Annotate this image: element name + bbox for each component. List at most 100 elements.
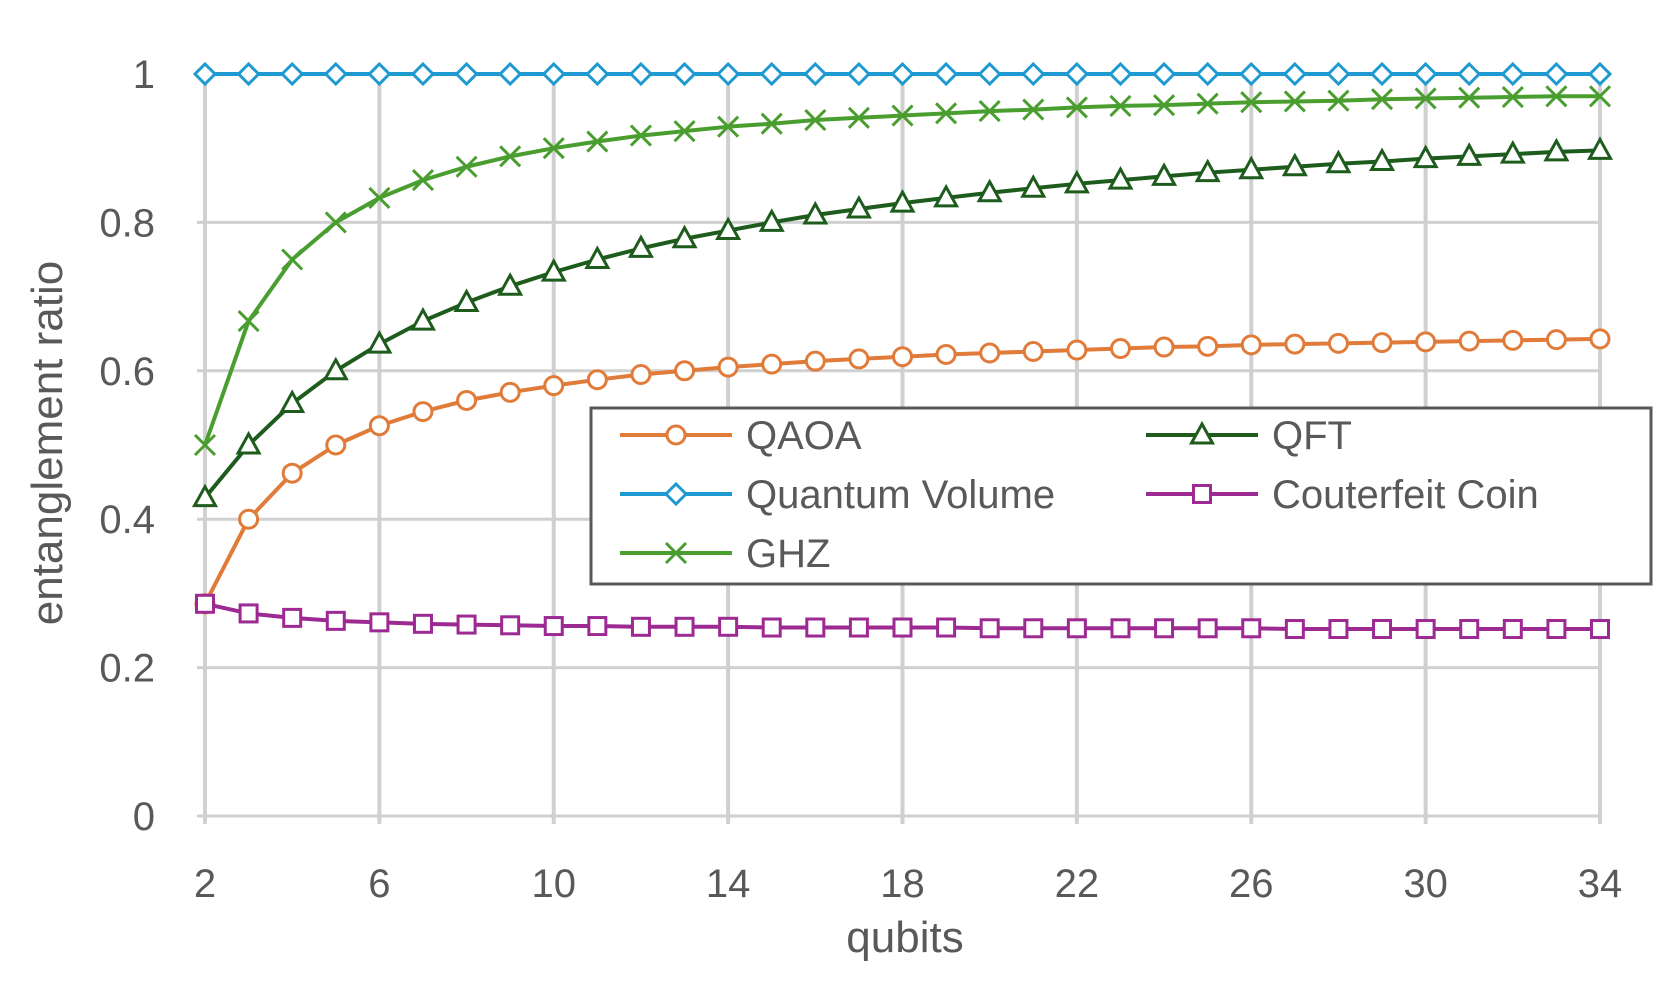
data-point (500, 615, 521, 636)
data-point (805, 617, 826, 638)
x-tick-label: 34 (1578, 862, 1623, 906)
data-point (758, 208, 785, 232)
data-point (1110, 618, 1131, 639)
data-point (848, 348, 870, 370)
data-point (499, 145, 522, 168)
data-point (760, 112, 783, 135)
data-point (802, 200, 829, 225)
data-point (499, 381, 521, 403)
data-point (456, 614, 477, 635)
x-axis-title: qubits (846, 913, 963, 962)
data-point (325, 434, 347, 456)
data-point (628, 61, 654, 87)
data-point (890, 61, 915, 87)
data-point (281, 462, 303, 484)
data-point (715, 216, 742, 241)
x-tick-label: 6 (368, 862, 390, 906)
data-point (1415, 619, 1436, 640)
data-point (1499, 140, 1526, 164)
data-point (892, 346, 913, 368)
data-point (1241, 618, 1262, 639)
data-point (717, 356, 739, 378)
data-point (1370, 88, 1394, 111)
data-point (1195, 61, 1220, 87)
data-point (1154, 618, 1175, 639)
data-point (1109, 94, 1132, 117)
data-point (195, 593, 215, 614)
data-point (933, 183, 960, 208)
legend-label: Couterfeit Coin (1272, 473, 1539, 517)
data-point (1328, 619, 1349, 640)
data-point (412, 401, 434, 423)
data-point (456, 389, 478, 411)
legend-marker (665, 424, 687, 446)
data-point (497, 272, 524, 296)
data-point (1501, 85, 1524, 109)
data-point (1197, 618, 1218, 639)
data-point (804, 108, 827, 132)
data-point (889, 189, 916, 213)
legend-label: GHZ (746, 532, 830, 576)
data-point (453, 288, 480, 313)
data-point (238, 603, 259, 624)
data-point (1458, 330, 1480, 352)
data-point (367, 61, 392, 87)
data-point (586, 130, 609, 153)
data-point (1109, 338, 1131, 360)
data-point (977, 61, 1002, 87)
data-point (630, 364, 652, 386)
data-point (586, 369, 608, 391)
data-point (1240, 334, 1262, 356)
data-point (323, 61, 348, 87)
data-point (369, 612, 390, 633)
data-point (1589, 328, 1611, 350)
legend-marker (1192, 484, 1212, 504)
legend-label: QAOA (746, 414, 862, 458)
data-point (368, 186, 391, 209)
data-point (1153, 336, 1175, 358)
data-point (280, 61, 305, 87)
x-tick-label: 18 (880, 862, 925, 906)
y-tick-label: 1 (133, 53, 155, 97)
data-point (1459, 619, 1480, 640)
series-couterfeit-coin (195, 593, 1610, 640)
data-point (1368, 147, 1396, 172)
data-point (1282, 61, 1307, 87)
data-point (1064, 61, 1089, 87)
data-point (1372, 619, 1393, 640)
x-tick-label: 26 (1229, 862, 1274, 906)
y-tick-label: 0 (133, 795, 155, 839)
legend-marker (1188, 420, 1216, 445)
x-tick-label: 22 (1055, 862, 1100, 906)
data-point (587, 616, 608, 637)
y-tick-label: 0.6 (99, 350, 155, 394)
data-point (498, 61, 523, 87)
data-point (1065, 96, 1088, 119)
x-tick-label: 10 (532, 862, 577, 906)
data-point (455, 155, 478, 178)
data-point (1502, 329, 1524, 351)
data-point (936, 617, 957, 638)
data-point (1587, 61, 1613, 87)
data-point (674, 616, 695, 637)
data-point (718, 616, 739, 637)
data-point (585, 61, 610, 87)
data-point (935, 102, 958, 125)
data-point (1284, 619, 1305, 640)
data-point (761, 353, 783, 375)
data-point (1326, 61, 1351, 87)
data-point (1371, 332, 1393, 354)
data-point (1107, 166, 1134, 190)
data-point (1240, 91, 1263, 114)
data-point (627, 234, 654, 258)
data-point (1545, 329, 1567, 351)
legend-entry: GHZ (620, 532, 830, 576)
x-tick-label: 2 (194, 862, 216, 906)
data-point (673, 120, 696, 143)
data-point (1194, 158, 1221, 183)
data-point (935, 343, 957, 365)
data-point (1325, 149, 1352, 174)
data-point (1457, 61, 1482, 87)
data-point (1545, 85, 1568, 108)
